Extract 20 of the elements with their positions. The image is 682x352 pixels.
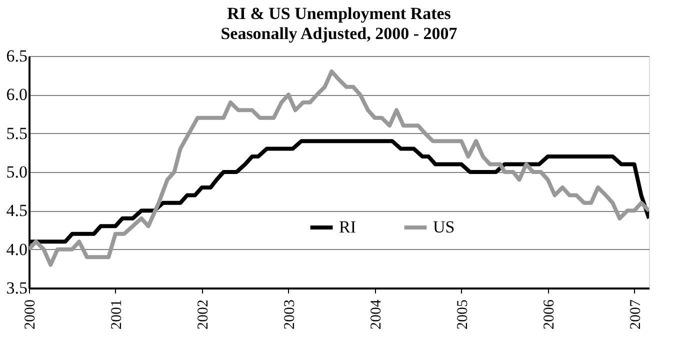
legend-label: US (433, 218, 455, 237)
x-tick-label: 2004 (368, 299, 384, 330)
chart-subtitle: Seasonally Adjusted, 2000 - 2007 (220, 24, 458, 43)
legend-label: RI (339, 218, 356, 237)
x-tick-label: 2006 (541, 299, 558, 330)
chart-title: RI & US Unemployment Rates (227, 4, 452, 23)
y-tick-label: 6.0 (6, 85, 28, 104)
x-tick-label: 2002 (195, 300, 212, 330)
y-tick-label: 5.5 (6, 124, 28, 143)
x-tick-label: 2001 (108, 300, 125, 330)
y-tick-label: 4.5 (6, 201, 28, 220)
x-tick-label: 2000 (22, 300, 38, 330)
x-tick-label: 2005 (454, 300, 471, 330)
y-tick-label: 6.5 (6, 46, 28, 66)
line-series (29, 69, 649, 267)
y-tick-label: 5.0 (6, 162, 28, 182)
y-tick-label: 4.0 (6, 240, 28, 259)
y-tick-label: 3.5 (6, 278, 28, 298)
x-tick-label: 2007 (628, 299, 644, 330)
x-tick-label: 2003 (282, 300, 298, 330)
